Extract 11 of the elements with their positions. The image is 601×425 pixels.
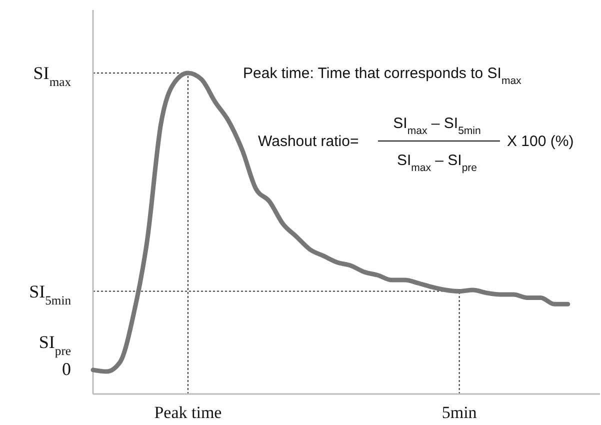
annotation: X 100 (%) [507, 133, 574, 150]
annotation: Peak time: Time that corresponds to SI$_{max}$ [243, 65, 522, 87]
annotation: SI$_{max}$ – SI$_{pre}$ [396, 152, 478, 174]
text: SI$_{pre}$ [38, 332, 72, 358]
text: 0 [62, 359, 71, 379]
ref-line-label: SI$_{5min}$ [29, 281, 72, 308]
x-tick-label: Peak time [154, 403, 222, 422]
x-tick-label: 5min [442, 403, 478, 422]
annotation: SI$_{max}$ – SI$_{5min}$ [393, 115, 481, 137]
annotation: Washout ratio= [258, 133, 359, 150]
ref-line-label: SI$_{max}$ [33, 63, 72, 89]
